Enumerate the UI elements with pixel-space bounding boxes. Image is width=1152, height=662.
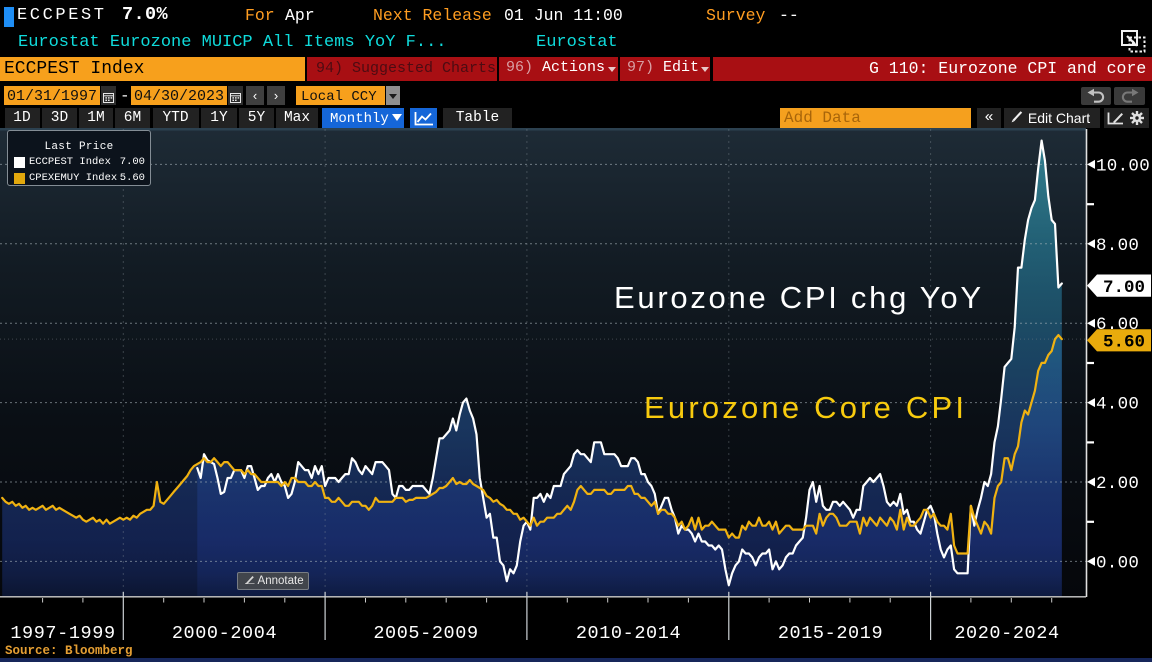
svg-text:4.00: 4.00 <box>1096 395 1139 415</box>
svg-text:7.00: 7.00 <box>1103 278 1145 298</box>
svg-text:2020-2024: 2020-2024 <box>954 623 1059 644</box>
svg-text:1997-1999: 1997-1999 <box>10 623 115 644</box>
svg-text:2015-2019: 2015-2019 <box>778 623 883 644</box>
svg-text:2.00: 2.00 <box>1096 474 1139 494</box>
svg-text:8.00: 8.00 <box>1096 236 1139 256</box>
svg-text:2005-2009: 2005-2009 <box>373 623 478 644</box>
svg-text:2000-2004: 2000-2004 <box>172 623 277 644</box>
svg-text:10.00: 10.00 <box>1096 156 1150 176</box>
svg-text:Eurozone Core CPI: Eurozone Core CPI <box>644 390 964 425</box>
svg-text:0.00: 0.00 <box>1096 553 1139 573</box>
svg-text:5.60: 5.60 <box>1103 333 1145 353</box>
svg-text:Eurozone CPI chg YoY: Eurozone CPI chg YoY <box>614 280 981 315</box>
svg-text:2010-2014: 2010-2014 <box>576 623 681 644</box>
